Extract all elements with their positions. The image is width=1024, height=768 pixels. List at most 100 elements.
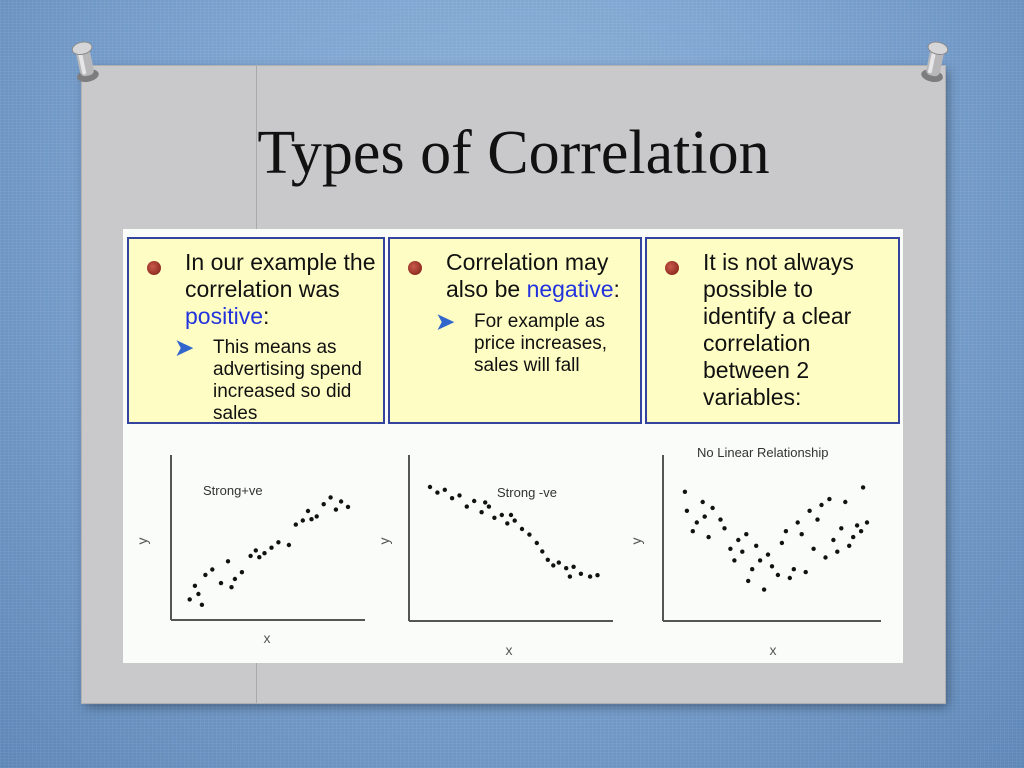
scatter-point — [811, 546, 816, 551]
scatter-point — [860, 485, 866, 490]
scatter-plot-negative: Strong -ve x y — [381, 437, 631, 663]
scatter-point — [427, 484, 433, 490]
scatter-point — [293, 522, 298, 527]
panel-main-text: Correlation may also be negative: — [446, 249, 634, 303]
bullet-icon — [665, 261, 679, 275]
scatter-point — [827, 496, 832, 502]
panel-text-part: : — [262, 303, 270, 329]
scatter-point — [815, 517, 820, 522]
scatter-point — [783, 529, 789, 534]
left-pushpin-icon — [71, 41, 99, 82]
scatter-point — [736, 537, 741, 543]
scatter-point — [564, 566, 569, 571]
scatter-point — [706, 534, 711, 540]
scatter-point — [843, 499, 848, 505]
scatter-point — [269, 545, 274, 550]
scatter-point — [479, 510, 484, 515]
scatter-point — [799, 532, 804, 537]
scatter-point — [253, 548, 258, 553]
panel-subpoint: ➤ This means as advertising spend increa… — [175, 335, 379, 425]
scatter-point — [851, 534, 856, 540]
scatter-point — [779, 540, 785, 546]
x-axis-label: x — [770, 642, 777, 658]
scatter-point — [858, 529, 864, 534]
scatter-point — [508, 512, 514, 518]
scatter-point — [761, 587, 767, 592]
scatter-point — [551, 563, 556, 568]
scatter-point — [232, 576, 238, 582]
scatter-point — [694, 520, 699, 525]
scatter-point — [196, 591, 201, 597]
panel-main-text: In our example the correlation was posit… — [185, 249, 377, 330]
scatter-point — [744, 532, 749, 537]
bullet-icon — [408, 261, 422, 275]
slide-title: Types of Correlation — [257, 119, 770, 187]
y-axis-label: y — [631, 538, 644, 545]
scatter-point — [457, 493, 462, 498]
scatter-point — [803, 569, 808, 575]
scatter-point — [519, 526, 525, 532]
scatter-plot-svg: Strong -ve x y — [381, 455, 613, 658]
x-axis-label: x — [264, 630, 271, 646]
scatter-point — [757, 558, 763, 563]
scatter-point — [854, 523, 860, 528]
scatter-point — [847, 543, 852, 548]
scatter-point — [499, 512, 504, 518]
scatter-point — [587, 574, 593, 579]
plot-title: Strong+ve — [203, 483, 263, 498]
panel-text-part: : — [613, 276, 620, 302]
scatter-point — [754, 543, 759, 548]
scatter-point — [700, 499, 705, 505]
panel-no-correlation: It is not always possible to identify a … — [645, 237, 900, 424]
scatter-point — [345, 504, 351, 510]
scatter-point — [305, 508, 311, 514]
scatter-point — [746, 578, 751, 584]
scatter-point — [831, 537, 836, 543]
scatter-point — [486, 504, 492, 509]
scatter-point — [300, 518, 305, 523]
scatter-point — [492, 515, 497, 520]
scatter-point — [262, 551, 267, 556]
x-axis-label: x — [506, 642, 513, 658]
scatter-point — [512, 518, 517, 523]
scatter-point — [819, 502, 824, 508]
scatter-point — [567, 574, 573, 579]
scatter-point — [505, 521, 510, 526]
scatter-point — [556, 560, 561, 565]
scatter-plot-positive: Strong+ve x y — [133, 437, 383, 663]
panel-positive: In our example the correlation was posit… — [127, 237, 385, 424]
scatter-point — [740, 549, 745, 554]
bullet-icon — [147, 261, 161, 275]
scatter-point — [449, 496, 455, 501]
points-group — [682, 485, 870, 592]
scatter-point — [225, 559, 231, 564]
scatter-point — [321, 502, 326, 507]
scatter-point — [787, 575, 792, 581]
scatter-point — [807, 508, 812, 513]
points-group — [187, 495, 351, 607]
arrow-bullet-icon: ➤ — [436, 309, 455, 334]
scatter-point — [571, 564, 576, 569]
panel-accent-word: positive — [185, 303, 263, 329]
scatter-point — [483, 500, 488, 505]
panel-sub-text: This means as advertising spend increase… — [213, 337, 362, 424]
scatter-point — [472, 498, 477, 504]
scatter-point — [545, 557, 550, 562]
arrow-bullet-icon: ➤ — [175, 335, 194, 360]
scatter-point — [722, 526, 727, 531]
panel-sub-text: For example as price increases, sales wi… — [474, 311, 608, 376]
scatter-plot-svg: Strong+ve x y — [134, 455, 365, 646]
panel-accent-word: negative — [526, 276, 614, 302]
scatter-point — [684, 508, 690, 513]
scatter-point — [775, 572, 781, 578]
scatter-point — [286, 542, 292, 548]
scatter-point — [199, 602, 205, 607]
scatter-point — [578, 571, 584, 576]
scatter-plot-no-relationship: No Linear Relationship x y — [631, 437, 899, 663]
scatter-plot-svg: No Linear Relationship x y — [631, 445, 881, 658]
scatter-point — [769, 564, 775, 569]
scatter-point — [540, 549, 545, 554]
scatter-point — [192, 583, 198, 588]
panel-text-part: It is not always possible to identify a … — [703, 249, 854, 410]
scatter-point — [682, 489, 688, 494]
